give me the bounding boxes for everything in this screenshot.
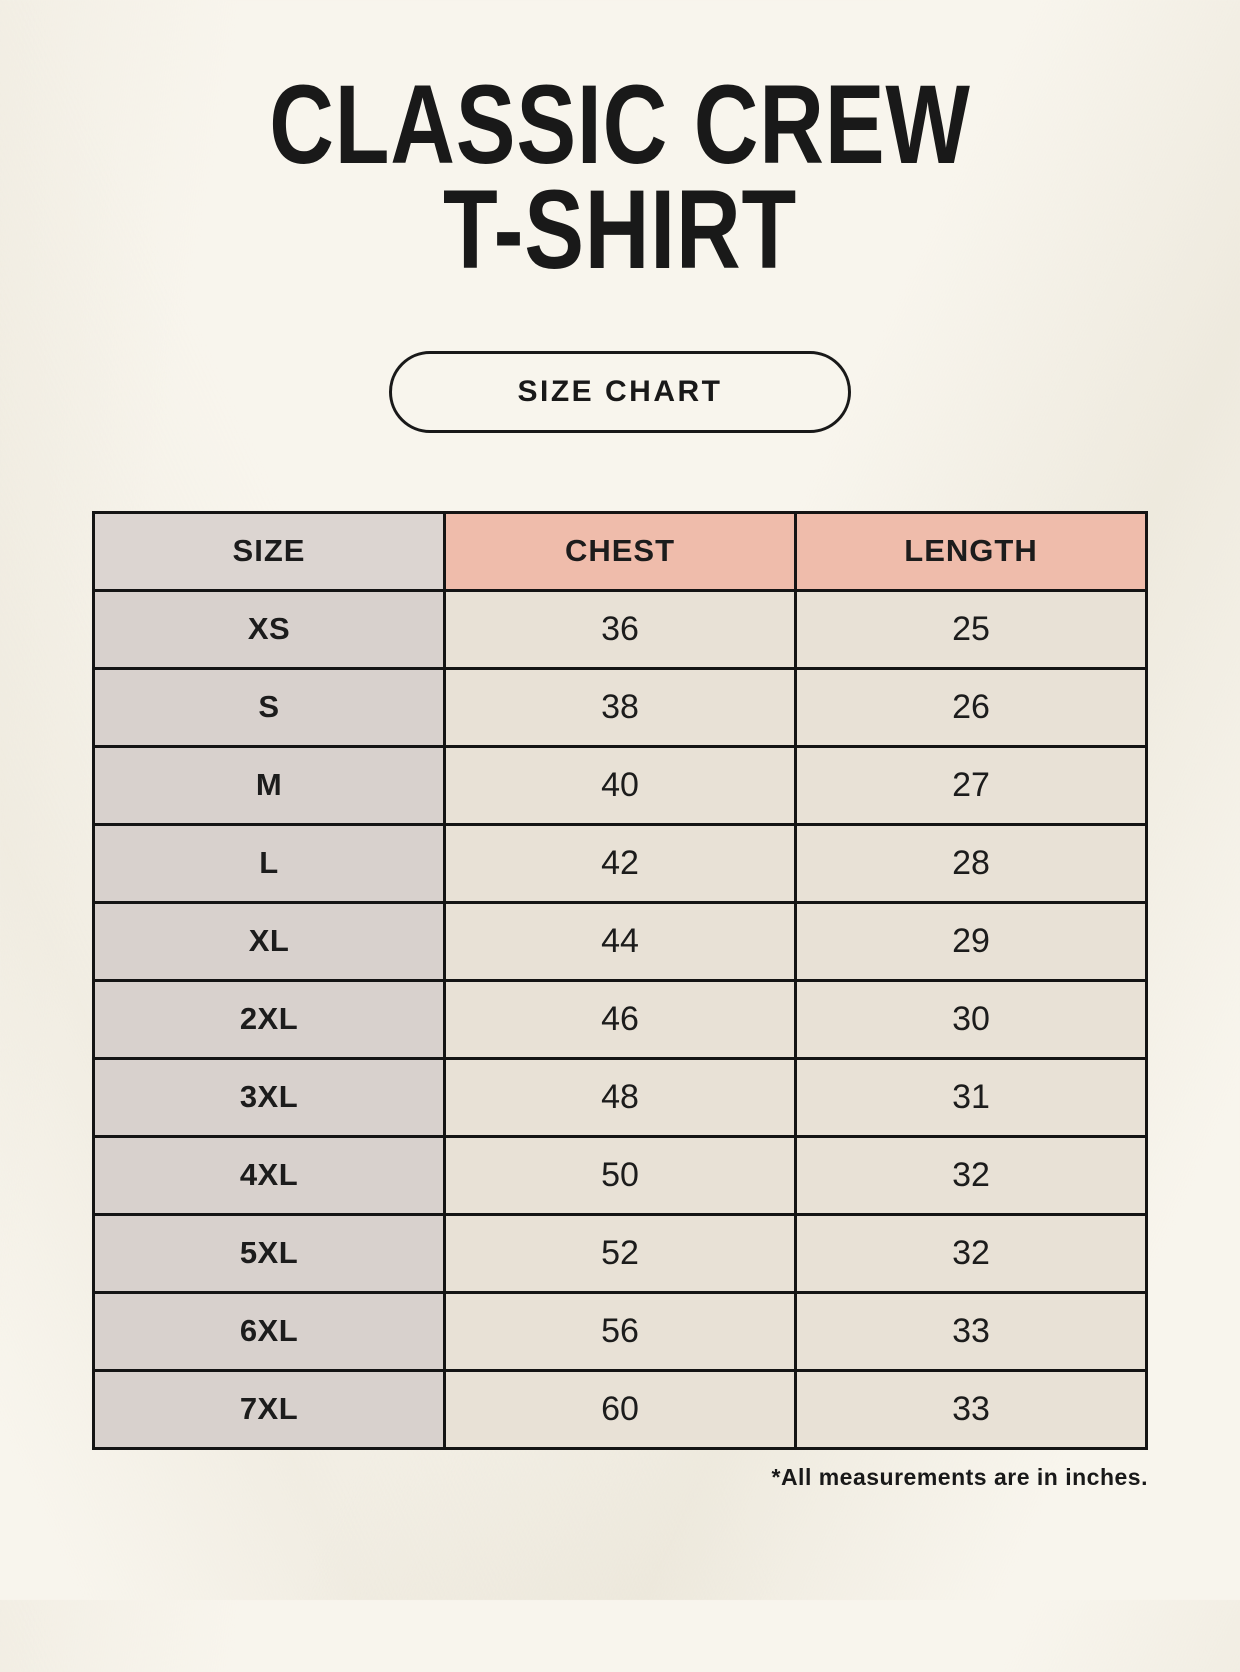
length-cell: 29 [794, 900, 1148, 982]
chest-cell: 60 [443, 1368, 797, 1450]
table-row: XL 44 29 [92, 900, 1148, 982]
chest-cell: 44 [443, 900, 797, 982]
size-cell: 6XL [92, 1290, 446, 1372]
table-row: 2XL 46 30 [92, 978, 1148, 1060]
chest-cell: 56 [443, 1290, 797, 1372]
table-row: M 40 27 [92, 744, 1148, 826]
table-row: 4XL 50 32 [92, 1134, 1148, 1216]
length-cell: 25 [794, 588, 1148, 670]
length-cell: 32 [794, 1212, 1148, 1294]
chest-cell: 52 [443, 1212, 797, 1294]
length-cell: 30 [794, 978, 1148, 1060]
table-row: 3XL 48 31 [92, 1056, 1148, 1138]
chest-cell: 46 [443, 978, 797, 1060]
size-cell: 3XL [92, 1056, 446, 1138]
size-cell: 5XL [92, 1212, 446, 1294]
size-cell: 7XL [92, 1368, 446, 1450]
size-cell: 4XL [92, 1134, 446, 1216]
header-row: SIZE CHEST LENGTH [92, 510, 1148, 592]
table-row: 6XL 56 33 [92, 1290, 1148, 1372]
measurements-footnote: *All measurements are in inches. [771, 1463, 1148, 1490]
page-title-line2: T-SHIRT [442, 167, 798, 293]
length-cell: 26 [794, 666, 1148, 748]
table-row: XS 36 25 [92, 588, 1148, 670]
size-cell: XL [92, 900, 446, 982]
length-cell: 31 [794, 1056, 1148, 1138]
table-row: 7XL 60 33 [92, 1368, 1148, 1450]
chest-cell: 40 [443, 744, 797, 826]
page: { "header": { "title_line1": "CLASSIC CR… [0, 69, 1240, 1672]
table-row: 5XL 52 32 [92, 1212, 1148, 1294]
length-cell: 27 [794, 744, 1148, 826]
column-header-size: SIZE [92, 510, 446, 592]
length-cell: 28 [794, 822, 1148, 904]
chest-cell: 50 [443, 1134, 797, 1216]
size-chart-table-header: SIZE CHEST LENGTH [92, 510, 1148, 592]
chest-cell: 42 [443, 822, 797, 904]
table-row: S 38 26 [92, 666, 1148, 748]
chest-cell: 38 [443, 666, 797, 748]
table-row: L 42 28 [92, 822, 1148, 904]
page-title-line1: CLASSIC CREW [269, 62, 971, 187]
column-header-length: LENGTH [794, 510, 1148, 592]
size-chart-button[interactable]: SIZE CHART [389, 350, 851, 433]
size-chart-table: SIZE CHEST LENGTH XS 36 25 S 38 26 M 40 … [92, 510, 1148, 1450]
length-cell: 32 [794, 1134, 1148, 1216]
size-cell: M [92, 744, 446, 826]
length-cell: 33 [794, 1368, 1148, 1450]
size-cell: XS [92, 588, 446, 670]
size-chart-table-body: XS 36 25 S 38 26 M 40 27 L 42 28 [92, 588, 1148, 1450]
size-cell: 2XL [92, 978, 446, 1060]
column-header-chest: CHEST [443, 510, 797, 592]
size-cell: L [92, 822, 446, 904]
page-title: CLASSIC CREW T-SHIRT [124, 69, 1116, 286]
chest-cell: 48 [443, 1056, 797, 1138]
length-cell: 33 [794, 1290, 1148, 1372]
size-cell: S [92, 666, 446, 748]
chest-cell: 36 [443, 588, 797, 670]
